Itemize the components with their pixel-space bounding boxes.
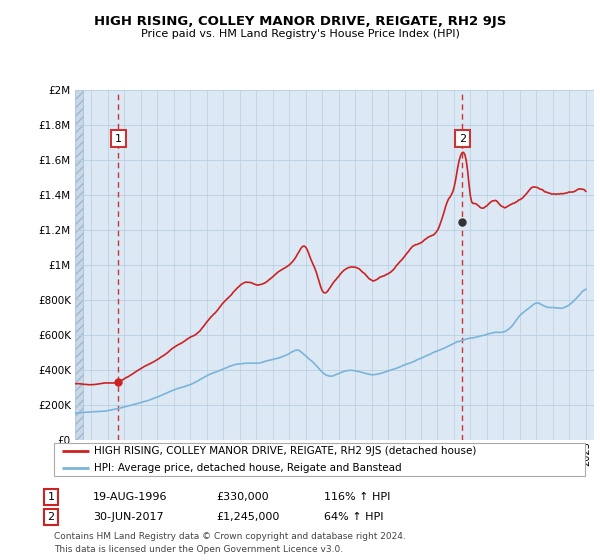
Text: Price paid vs. HM Land Registry's House Price Index (HPI): Price paid vs. HM Land Registry's House …	[140, 29, 460, 39]
Text: 30-JUN-2017: 30-JUN-2017	[93, 512, 164, 522]
Text: 1: 1	[115, 134, 122, 143]
Text: 2: 2	[47, 512, 55, 522]
Text: HIGH RISING, COLLEY MANOR DRIVE, REIGATE, RH2 9JS: HIGH RISING, COLLEY MANOR DRIVE, REIGATE…	[94, 15, 506, 28]
Text: 19-AUG-1996: 19-AUG-1996	[93, 492, 167, 502]
FancyBboxPatch shape	[54, 443, 585, 477]
Text: 64% ↑ HPI: 64% ↑ HPI	[324, 512, 383, 522]
Text: 116% ↑ HPI: 116% ↑ HPI	[324, 492, 391, 502]
Text: HPI: Average price, detached house, Reigate and Banstead: HPI: Average price, detached house, Reig…	[94, 464, 401, 473]
Text: HIGH RISING, COLLEY MANOR DRIVE, REIGATE, RH2 9JS (detached house): HIGH RISING, COLLEY MANOR DRIVE, REIGATE…	[94, 446, 476, 456]
Text: 2: 2	[458, 134, 466, 143]
Text: 1: 1	[47, 492, 55, 502]
Text: £330,000: £330,000	[216, 492, 269, 502]
Text: £1,245,000: £1,245,000	[216, 512, 280, 522]
Text: Contains HM Land Registry data © Crown copyright and database right 2024.
This d: Contains HM Land Registry data © Crown c…	[54, 533, 406, 554]
Bar	[75, 90, 83, 440]
Bar	[75, 90, 83, 440]
